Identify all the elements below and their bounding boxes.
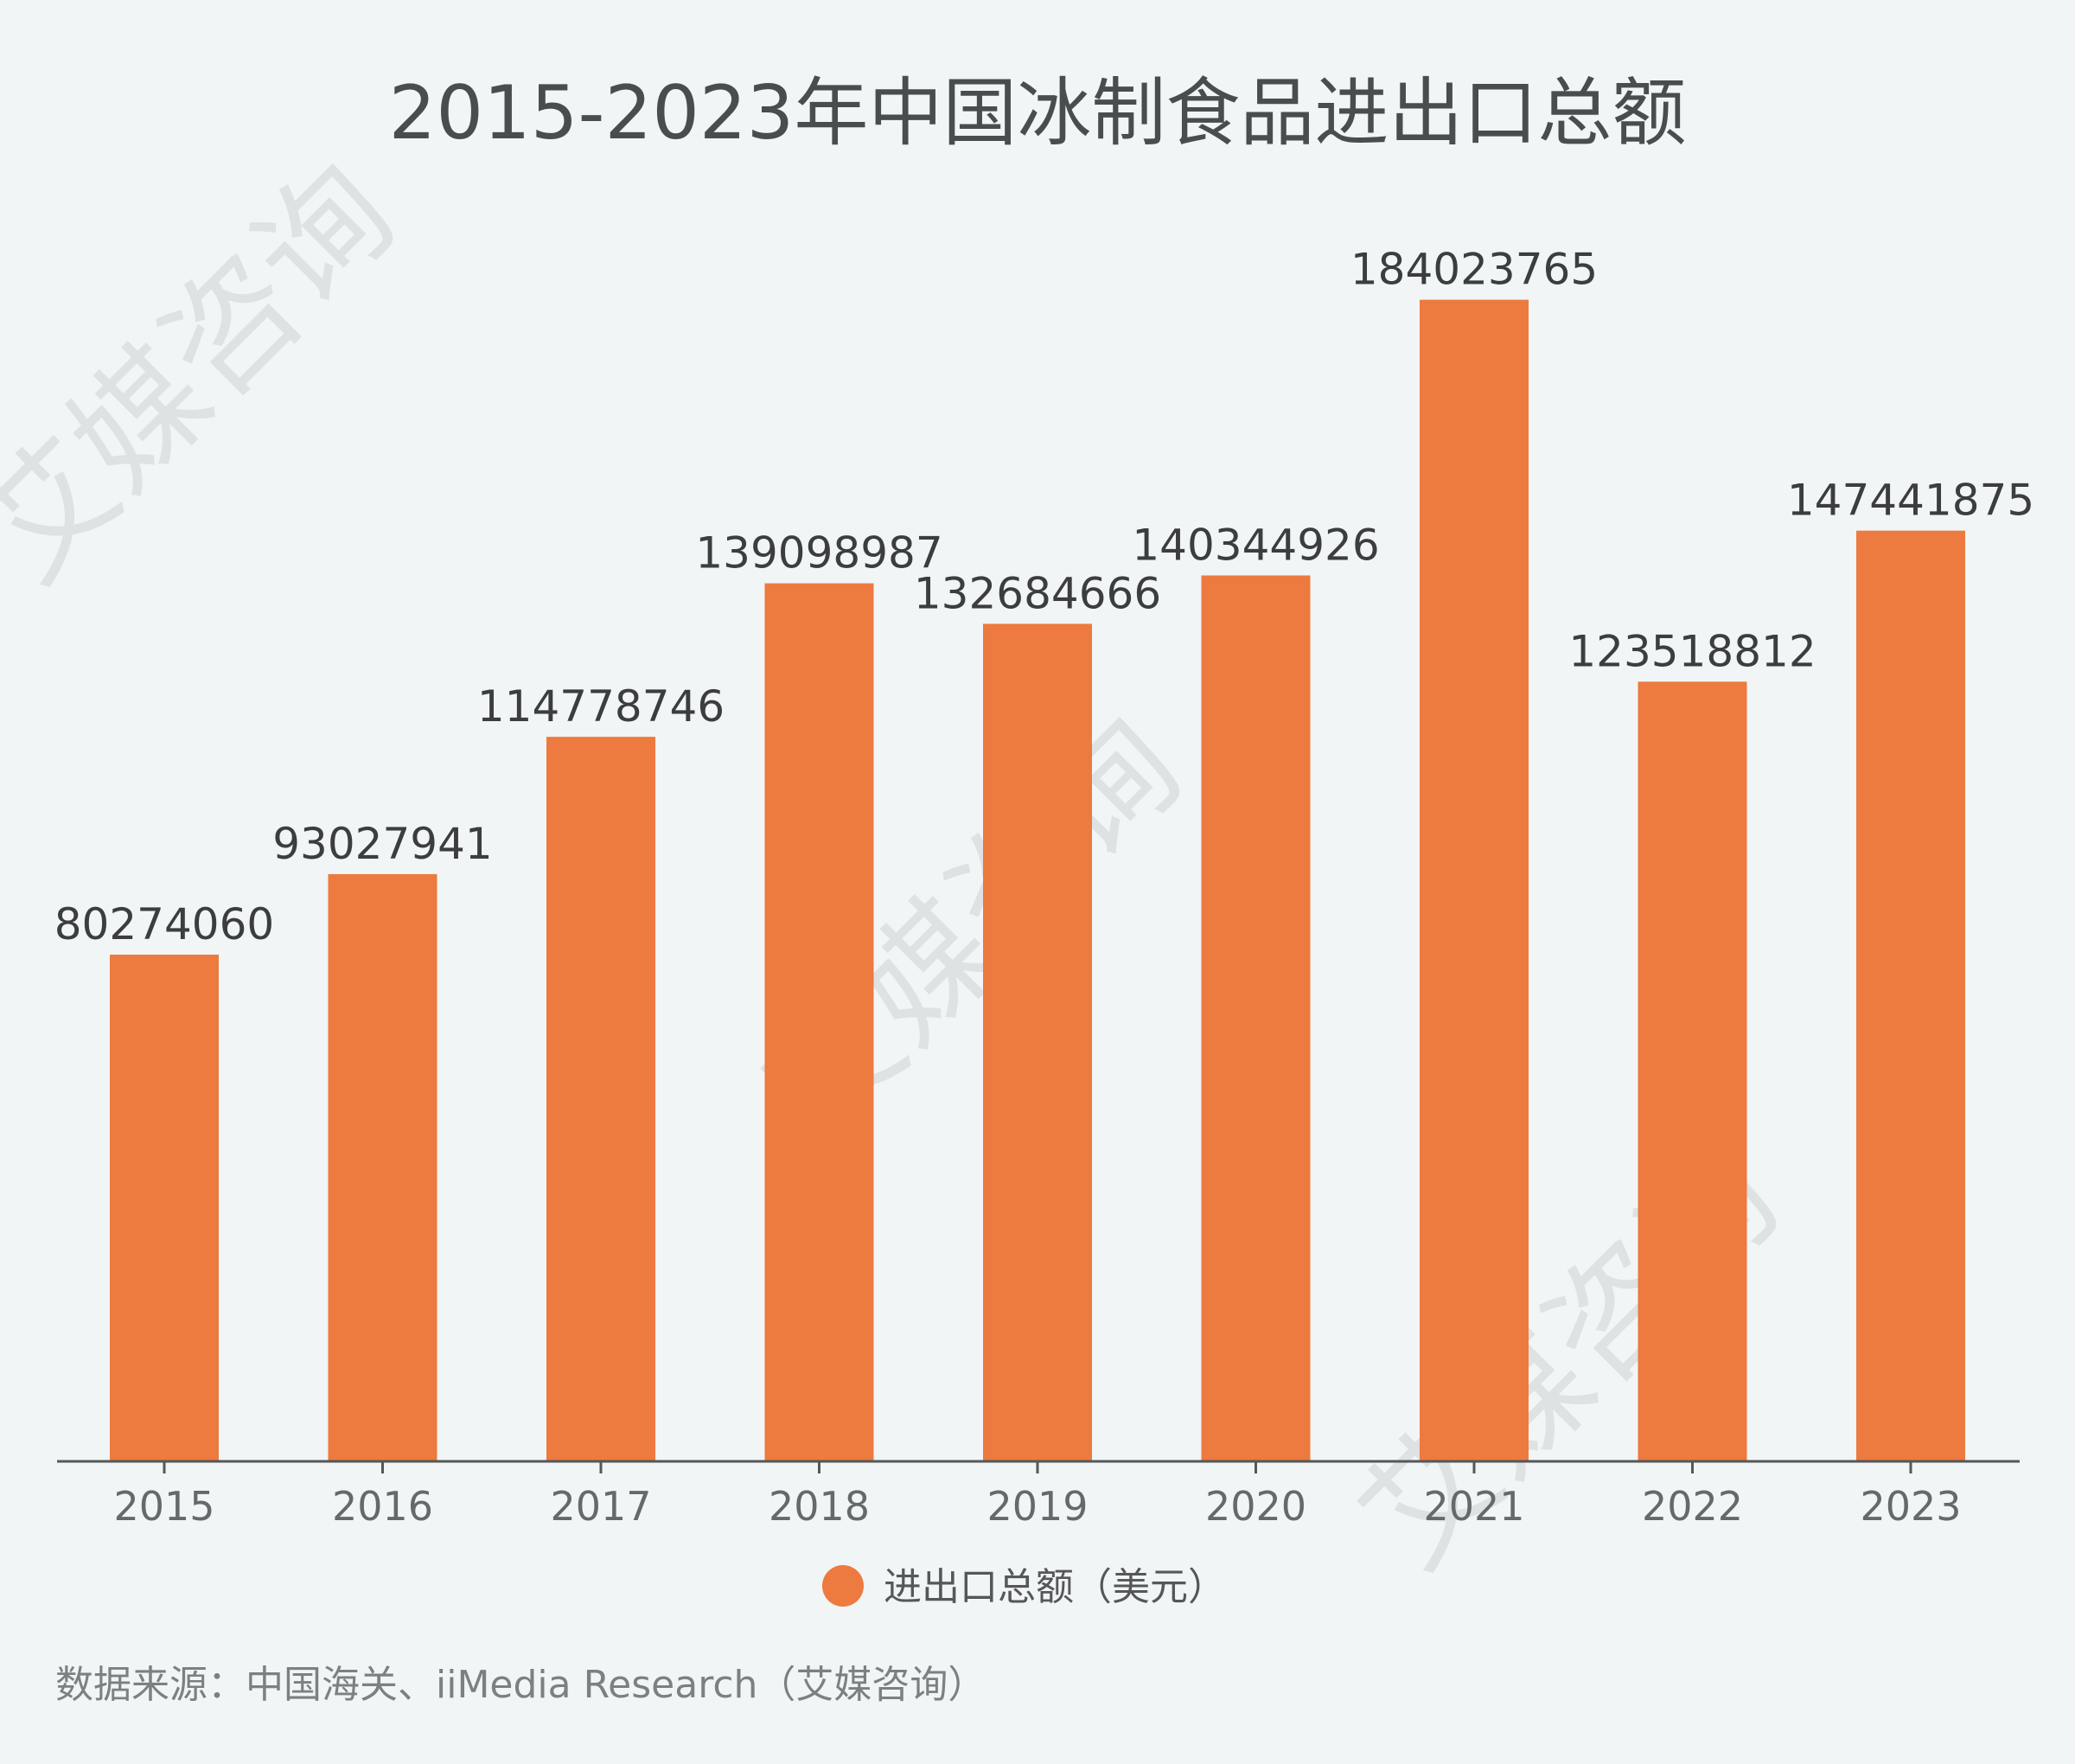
bar-2016 xyxy=(328,873,437,1461)
bar-2023 xyxy=(1856,530,1965,1461)
x-ticks xyxy=(163,1461,1912,1473)
value-label-2019: 132684666 xyxy=(914,568,1161,618)
x-tick-label-2020: 2020 xyxy=(1205,1483,1306,1530)
bar-group xyxy=(110,299,1965,1462)
chart-title: 2015-2023年中国冰制食品进出口总额 xyxy=(389,70,1687,157)
x-tick-label-2018: 2018 xyxy=(769,1483,870,1530)
x-tick-labels: 2015 2016 2017 2018 2019 2020 2021 2022 2023 xyxy=(113,1483,1961,1530)
bar-2021 xyxy=(1420,299,1529,1462)
value-label-2018: 139098987 xyxy=(695,528,942,578)
value-label-2022: 123518812 xyxy=(1568,626,1816,676)
value-label-2016: 93027941 xyxy=(272,819,493,869)
x-tick-label-2017: 2017 xyxy=(550,1483,651,1530)
value-labels: 80274060 93027941 114778746 139098987132684… xyxy=(54,245,2034,949)
x-tick-label-2021: 2021 xyxy=(1423,1483,1524,1530)
bar-2019 xyxy=(983,623,1092,1461)
x-tick-label-2016: 2016 xyxy=(332,1483,433,1530)
x-tick-label-2019: 2019 xyxy=(986,1483,1088,1530)
legend-swatch xyxy=(822,1565,864,1607)
legend-label: 进出口总额（美元） xyxy=(884,1565,1226,1609)
bar-2017 xyxy=(546,737,655,1461)
value-label-2015: 80274060 xyxy=(54,899,275,949)
value-label-2023: 147441875 xyxy=(1787,476,2034,526)
value-label-2017: 114778746 xyxy=(477,681,725,732)
watermarks: 艾媒咨询 艾媒咨询 艾媒咨询 xyxy=(0,137,1807,1595)
value-label-2020: 140344926 xyxy=(1132,520,1379,570)
bar-2015 xyxy=(110,954,219,1461)
x-tick-label-2015: 2015 xyxy=(113,1483,214,1530)
x-tick-label-2023: 2023 xyxy=(1860,1483,1961,1530)
bar-2018 xyxy=(764,583,874,1461)
value-label-2021: 184023765 xyxy=(1350,245,1598,295)
bar-2020 xyxy=(1201,575,1311,1461)
legend: 进出口总额（美元） xyxy=(822,1565,1226,1609)
x-tick-label-2022: 2022 xyxy=(1642,1483,1743,1530)
source-note: 数据来源：中国海关、iiMedia Research（艾媒咨询） xyxy=(55,1663,986,1707)
bar-2022 xyxy=(1638,681,1747,1461)
watermark-1: 艾媒咨询 xyxy=(0,137,424,610)
